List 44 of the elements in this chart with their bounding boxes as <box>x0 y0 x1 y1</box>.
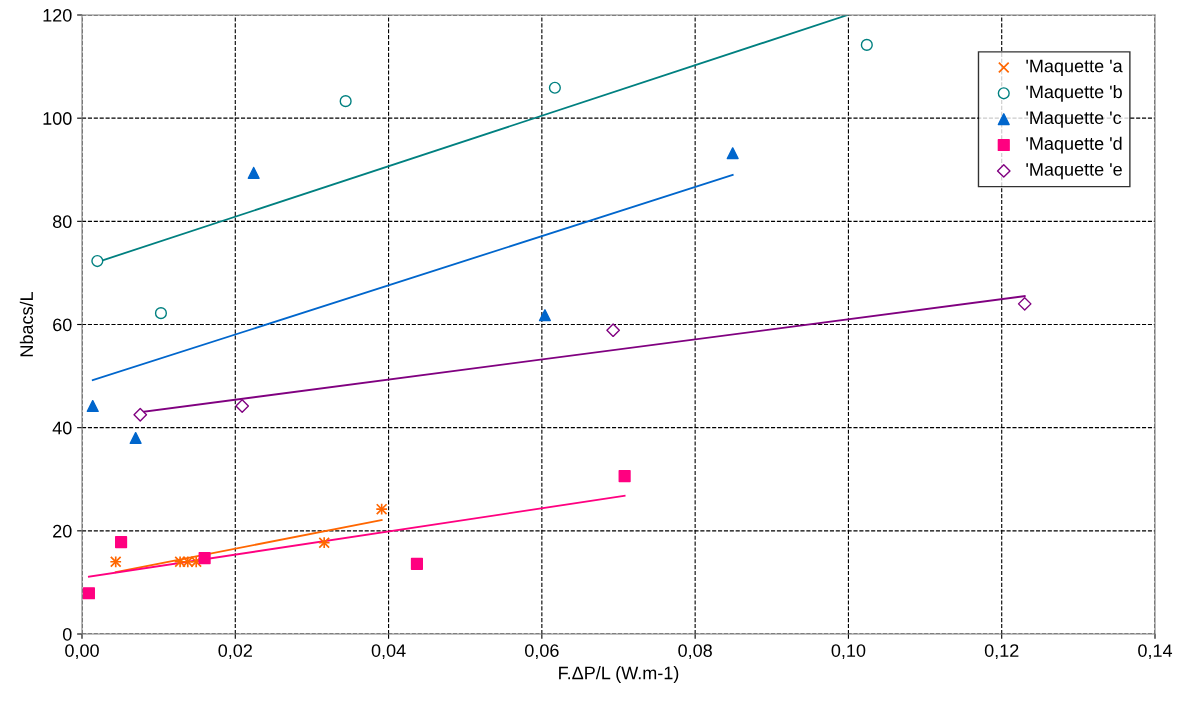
x-tick-label: 0,00 <box>65 644 99 660</box>
x-tick-label: 0,14 <box>1138 644 1173 660</box>
x-tick-label: 0,04 <box>371 644 406 660</box>
point <box>133 407 148 422</box>
point <box>86 399 99 413</box>
point <box>618 470 631 483</box>
x-tick-label: 0,02 <box>218 644 252 660</box>
y-tick-label: 120 <box>43 8 72 22</box>
y-tick-label: 0 <box>62 627 72 641</box>
legend-label: 'Maquette 'b <box>1026 84 1122 102</box>
point <box>339 95 352 108</box>
legend-label: 'Maquette 'e <box>1026 163 1122 180</box>
point <box>1017 296 1032 311</box>
legend-label: 'Maquette 'd <box>1026 136 1122 154</box>
point <box>548 81 561 94</box>
y-tick-label: 20 <box>53 524 72 538</box>
x-tick-label: 0,08 <box>678 644 712 660</box>
x-tick-label: 0,12 <box>984 644 1019 660</box>
point <box>538 309 551 322</box>
y-tick-label: 60 <box>53 318 72 332</box>
point <box>198 552 211 565</box>
point <box>606 323 621 338</box>
point <box>860 38 873 51</box>
point <box>91 254 104 268</box>
point <box>82 587 95 600</box>
point <box>154 307 168 320</box>
x-axis-title: F.ΔP/L (W.m-1) <box>559 666 679 683</box>
point <box>129 431 142 445</box>
y-tick-label: 40 <box>52 421 72 435</box>
y-tick-label: 100 <box>43 112 72 125</box>
point <box>109 555 122 568</box>
legend-label: 'Maquette 'a <box>1026 59 1123 76</box>
point <box>317 536 331 549</box>
y-tick-label: 80 <box>52 215 72 229</box>
point <box>726 147 739 160</box>
point <box>375 502 388 516</box>
point <box>247 166 260 179</box>
y-axis-title: Nbacs/L <box>19 291 34 357</box>
x-tick-label: 0,10 <box>831 644 866 660</box>
point <box>115 536 128 549</box>
point <box>410 557 424 570</box>
point <box>235 399 250 413</box>
x-tick-label: 0,06 <box>524 644 559 660</box>
legend-label: 'Maquette 'c <box>1026 111 1122 128</box>
